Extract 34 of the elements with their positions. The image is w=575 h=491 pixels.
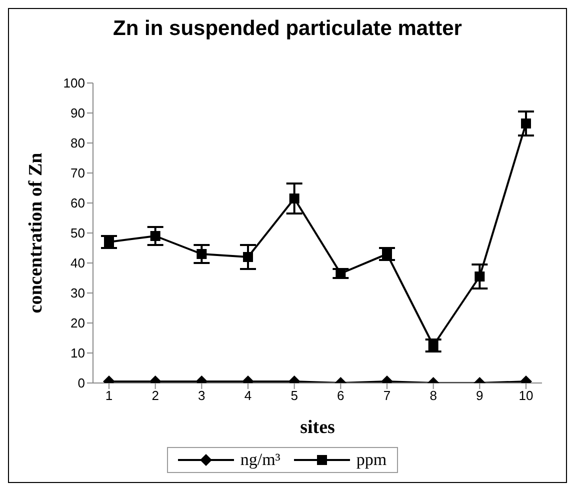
point (150, 231, 160, 241)
x-tick-label: 10 (518, 388, 534, 404)
x-tick-label: 6 (337, 388, 344, 404)
y-tick-label: 50 (70, 226, 85, 241)
y-tick-label: 0 (78, 376, 85, 391)
x-tick-label: 8 (430, 388, 437, 404)
y-tick-label: 60 (70, 196, 85, 211)
y-tick-label: 80 (70, 136, 85, 151)
x-tick-label: 5 (290, 388, 298, 404)
y-tick-label: 90 (70, 106, 85, 121)
x-tick-label: 1 (105, 388, 113, 404)
y-tick-label: 70 (70, 166, 85, 181)
point (336, 268, 346, 278)
y-tick-label: 100 (63, 76, 85, 91)
legend-label: ng/m³ (239, 450, 280, 470)
point (196, 249, 207, 259)
point (104, 237, 114, 247)
y-tick-label: 10 (70, 346, 85, 361)
y-tick-label: 20 (70, 316, 85, 331)
point (243, 252, 253, 262)
point (382, 249, 392, 259)
y-axis-title: concentration of Zn (26, 152, 47, 314)
x-tick-label: 3 (198, 388, 206, 404)
x-tick-label: 2 (152, 388, 159, 404)
x-tick-label: 4 (244, 388, 252, 404)
point (474, 272, 485, 282)
y-tick-label: 30 (70, 286, 85, 301)
x-tick-label: 9 (476, 388, 484, 404)
y-tick-label: 40 (70, 256, 85, 271)
legend-label: ppm (355, 450, 387, 470)
chart-title: Zn in suspended particulate matter (112, 17, 463, 41)
x-axis-title: sites (300, 417, 335, 438)
point (289, 194, 300, 204)
x-tick-label: 7 (383, 388, 391, 404)
